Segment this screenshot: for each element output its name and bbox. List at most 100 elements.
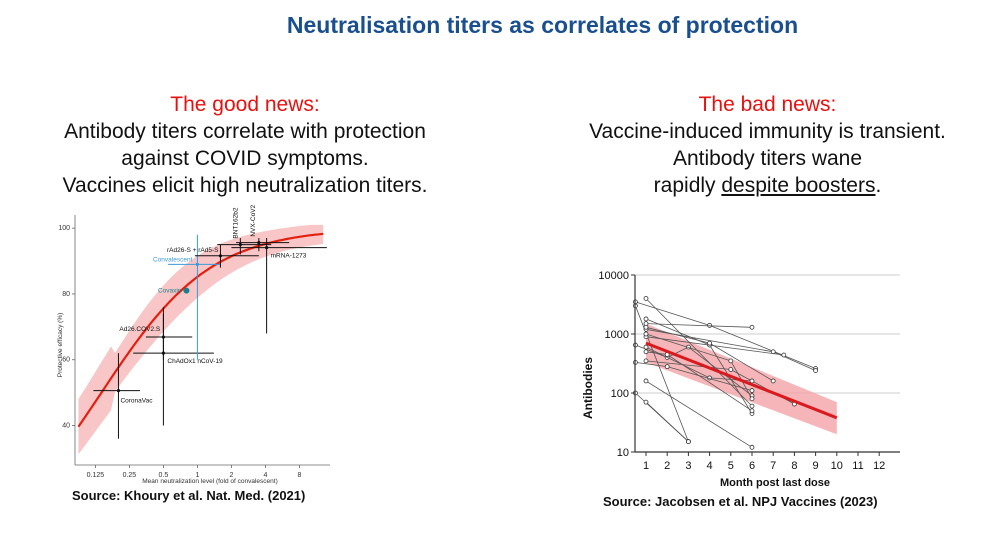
left-y-tick-label: 60 (62, 357, 70, 364)
data-point (238, 243, 242, 247)
left-x-axis-label: Mean neutralization level (fold of conva… (142, 478, 278, 485)
left-x-tick-label: 8 (297, 472, 301, 479)
right-x-tick-label: 9 (813, 460, 819, 472)
good-news-line-1: Antibody titers correlate with protectio… (64, 120, 426, 143)
subject-point (643, 331, 649, 337)
bad-news-line-3-suffix: . (875, 174, 882, 197)
right-x-tick-label: 11 (852, 460, 863, 472)
subject-point (749, 378, 755, 384)
left-axes: 40 60 80 100 0.125 0.25 0.5 1 2 4 8 (58, 215, 330, 479)
fitted-curve (77, 232, 324, 428)
right-x-tick-label: 7 (770, 460, 776, 472)
right-x-tick-label: 12 (873, 460, 885, 472)
good-news-line-3: Vaccines elicit high neutralization tite… (62, 174, 428, 197)
bad-news-line-1: Vaccine-induced immunity is transient. (589, 120, 946, 143)
bad-news-line-3: rapidly despite boosters. (545, 172, 990, 199)
data-point (218, 254, 223, 258)
vaccine-points: CoronaVac Ad26.COV2.S ChAdOx1 nCoV-19 Covax… (93, 205, 327, 439)
left-x-tick-label: 4 (263, 472, 267, 479)
right-y-tick-label: 100 (611, 388, 629, 400)
left-y-tick-label: 100 (58, 225, 70, 232)
subject-point (643, 378, 649, 384)
efficacy-vs-neutralization-chart: 40 60 80 100 0.125 0.25 0.5 1 2 4 8 CoronaVac Ad26.… (57, 205, 330, 485)
data-point (195, 262, 199, 266)
bad-news-line-2: Antibody titers wane (672, 147, 863, 170)
subject-point (749, 324, 755, 330)
point-label: Convalescent (153, 256, 193, 263)
subject-point (728, 367, 734, 372)
subject-point (643, 316, 649, 322)
subject-trajectory (645, 323, 753, 328)
data-point (183, 287, 190, 294)
right-y-tick-label: 10 (617, 447, 629, 459)
subject-point (749, 396, 755, 402)
left-x-tick-label: 0.125 (87, 472, 105, 479)
subject-point (749, 388, 755, 393)
good-news-heading: The good news: (170, 93, 320, 116)
right-x-tick-label: 4 (707, 460, 713, 472)
subject-point (643, 399, 649, 405)
subject-point (728, 358, 734, 364)
subject-trajectory (645, 401, 689, 442)
data-point (257, 241, 261, 245)
slide-title: Neutralisation titers as correlates of p… (286, 12, 799, 38)
right-x-tick-label: 2 (664, 460, 670, 472)
left-x-tick-label: 0.25 (123, 472, 137, 479)
point-label: ChAdOx1 nCoV-19 (167, 358, 223, 365)
left-source: Source: Khoury et al. Nat. Med. (2021) (72, 488, 306, 503)
subject-point (643, 296, 649, 301)
subject-trajectory (645, 380, 753, 448)
subject-point (749, 403, 755, 409)
left-x-tick-label: 1 (195, 472, 199, 479)
right-x-tick-label: 8 (791, 460, 797, 472)
right-x-tick-label: 5 (728, 460, 734, 472)
data-point (116, 389, 121, 393)
point-label: rAd26-S + rAd5-S (167, 247, 219, 254)
subject-point (686, 439, 691, 445)
subject-trajectory (645, 298, 753, 407)
data-point (265, 245, 269, 250)
point-label: NVX-CoV2373 (250, 205, 257, 237)
subject-point (643, 324, 649, 330)
subject-point (643, 344, 649, 350)
right-y-tick-label: 10000 (598, 270, 629, 282)
left-y-tick-label: 40 (62, 423, 70, 430)
subject-point (813, 368, 819, 373)
subject-point (643, 349, 649, 355)
good-news-text: The good news: Antibody titers correlate… (30, 91, 460, 199)
right-x-axis-label: Month post last dose (720, 477, 830, 489)
subject-point (770, 378, 776, 384)
subject-point (749, 444, 755, 450)
right-x-tick-label: 1 (643, 460, 649, 472)
subject-point (643, 358, 649, 364)
subject-point (664, 364, 670, 370)
left-x-tick-label: 0.5 (159, 472, 169, 479)
subject-point (749, 408, 755, 414)
bad-news-heading: The bad news: (698, 93, 837, 116)
point-label: Covaxin (158, 288, 182, 295)
right-x-tick-label: 10 (831, 460, 843, 472)
despite-boosters-underlined: despite boosters (721, 174, 876, 197)
subject-point (781, 352, 787, 358)
point-label: CoronaVac (120, 398, 153, 405)
right-y-axis-label: Antibodies (581, 357, 595, 419)
point-label: Ad26.COV2.S (119, 326, 160, 333)
left-y-axis-label: Protective efficacy (%) (57, 313, 64, 378)
data-point (161, 351, 165, 355)
right-source: Source: Jacobsen et al. NPJ Vaccines (20… (603, 494, 878, 509)
bad-news-text: The bad news: Vaccine-induced immunity i… (545, 91, 990, 199)
left-y-tick-label: 80 (62, 291, 70, 298)
right-x-tick-label: 6 (749, 460, 755, 472)
confidence-band (78, 224, 324, 455)
left-x-tick-label: 2 (229, 472, 233, 479)
bad-news-line-3-prefix: rapidly (653, 174, 722, 197)
point-label: mRNA-1273 (271, 253, 307, 260)
point-label: BNT162b2 (232, 207, 239, 238)
trend-line (645, 341, 838, 420)
right-x-tick-label: 3 (685, 460, 691, 472)
subject-point (707, 340, 713, 346)
good-news-line-2: against COVID symptoms. (121, 147, 369, 170)
right-y-tick-label: 1000 (605, 329, 629, 341)
